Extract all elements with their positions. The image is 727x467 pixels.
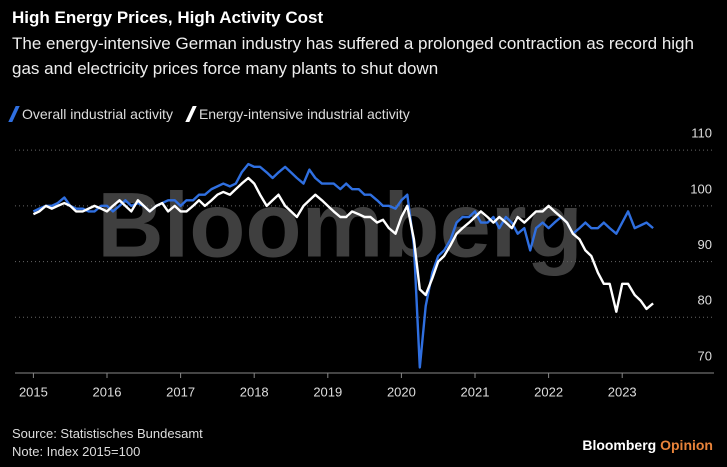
legend-item: Energy-intensive industrial activity — [185, 106, 410, 122]
brand: Bloomberg Opinion — [582, 437, 713, 453]
y-tick-label: 70 — [698, 348, 712, 363]
brand-suffix: Opinion — [660, 437, 713, 453]
note: Note: Index 2015=100 — [12, 444, 141, 459]
legend-label: Energy-intensive industrial activity — [198, 106, 410, 122]
footer: Source: Statistisches Bundesamt Note: In… — [12, 425, 203, 461]
x-tick-label: 2020 — [387, 384, 416, 399]
chart-title: High Energy Prices, High Activity Cost — [12, 8, 324, 27]
y-tick-label: 90 — [698, 237, 712, 252]
legend-swatch — [185, 106, 197, 122]
legend-item: Overall industrial activity — [8, 106, 173, 122]
x-tick-label: 2023 — [608, 384, 637, 399]
series-line — [32, 176, 654, 313]
x-tick-label: 2021 — [461, 384, 490, 399]
legend: Overall industrial activity Energy-intens… — [8, 106, 410, 122]
chart-subtitle: The energy-intensive German industry has… — [12, 34, 694, 78]
y-tick-label: 100 — [690, 181, 712, 196]
x-tick-label: 2015 — [19, 384, 48, 399]
x-tick-label: 2016 — [93, 384, 122, 399]
brand-name: Bloomberg — [582, 437, 657, 453]
x-tick-label: 2019 — [313, 384, 342, 399]
x-tick-label: 2022 — [534, 384, 563, 399]
y-tick-label: 80 — [698, 293, 712, 308]
legend-label: Overall industrial activity — [22, 106, 173, 122]
y-tick-label: 110 — [691, 126, 712, 141]
x-tick-label: 2017 — [166, 384, 195, 399]
x-tick-label: 2018 — [240, 384, 269, 399]
source: Source: Statistisches Bundesamt — [12, 426, 203, 441]
